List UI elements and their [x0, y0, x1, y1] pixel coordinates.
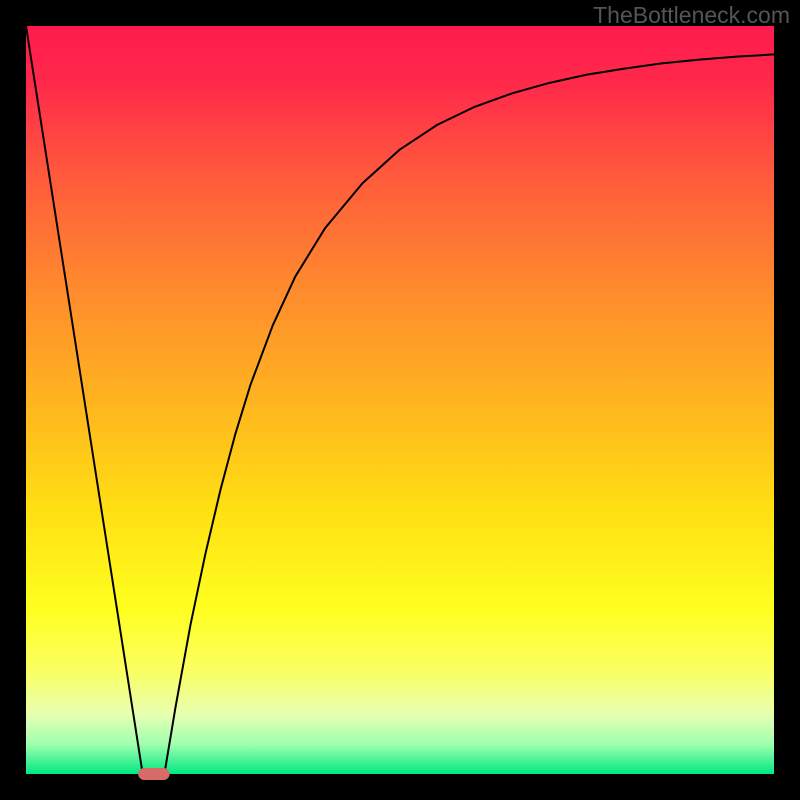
chart-plot-area — [26, 26, 774, 774]
chart-container: TheBottleneck.com — [0, 0, 800, 800]
watermark-label: TheBottleneck.com — [593, 2, 790, 29]
bottleneck-chart — [0, 0, 800, 800]
optimal-marker — [138, 768, 169, 780]
